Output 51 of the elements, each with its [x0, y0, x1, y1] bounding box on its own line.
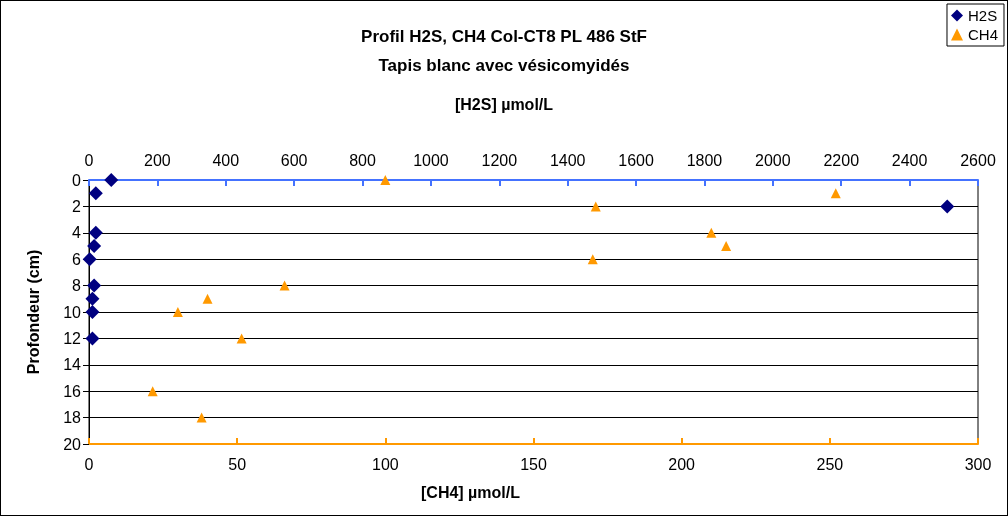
x-axis-title: [CH4] µmol/L	[421, 483, 521, 501]
x2-tick-label: 800	[349, 151, 376, 169]
y-tick-label: 14	[63, 356, 82, 374]
x-tick-label: 50	[228, 455, 247, 473]
point	[706, 227, 717, 238]
point	[236, 333, 247, 344]
x2-tick-label: 2600	[960, 151, 996, 169]
x2-tick-label: 2400	[891, 151, 928, 169]
point	[279, 280, 290, 291]
legend-label: CH4	[967, 26, 999, 43]
y-tick-label: 2	[72, 197, 82, 215]
x2-tick-label: 2000	[755, 151, 791, 169]
x-tick-label: 150	[520, 455, 547, 473]
y-tick-label: 20	[63, 435, 82, 453]
y-tick-label: 10	[63, 303, 82, 321]
x-tick-label: 0	[84, 455, 94, 473]
x-tick-label: 200	[668, 455, 696, 473]
x2-tick-label: 1600	[618, 151, 654, 169]
point	[202, 293, 213, 304]
point	[590, 201, 601, 212]
x2-tick-label: 1400	[549, 151, 586, 169]
y-tick-label: 16	[63, 382, 82, 400]
chart-title: Profil H2S, CH4 Col-CT8 PL 486 StF	[361, 27, 647, 46]
x-tick-label: 100	[371, 455, 399, 473]
y-tick-label: 12	[63, 329, 82, 347]
y-tick-label: 0	[72, 171, 82, 189]
point	[196, 412, 207, 423]
point	[172, 307, 183, 317]
x-tick-label: 300	[964, 455, 992, 473]
point	[721, 241, 732, 251]
x2-tick-label: 2200	[823, 151, 860, 169]
y-tick-label: 18	[63, 409, 82, 427]
x2-axis-title: [H2S] µmol/L	[454, 95, 554, 113]
x2-tick-label: 1800	[686, 151, 723, 169]
point	[147, 386, 158, 397]
point	[587, 254, 598, 265]
y-tick-label: 6	[72, 250, 82, 268]
y-tick-label: 4	[72, 224, 82, 242]
y-tick-label: 8	[72, 277, 82, 295]
x2-tick-label: 600	[280, 151, 308, 169]
x2-tick-label: 1000	[413, 151, 449, 169]
x2-tick-label: 0	[84, 151, 94, 169]
point	[830, 188, 841, 199]
x2-tick-label: 400	[212, 151, 240, 169]
point	[380, 175, 391, 185]
legend-label: H2S	[967, 7, 998, 24]
x2-tick-label: 200	[144, 151, 171, 169]
x2-tick-label: 1200	[481, 151, 518, 169]
chart-subtitle: Tapis blanc avec vésicomyidés	[378, 56, 630, 75]
y-axis-title: Profondeur (cm)	[24, 249, 42, 375]
x-tick-label: 250	[816, 455, 844, 473]
